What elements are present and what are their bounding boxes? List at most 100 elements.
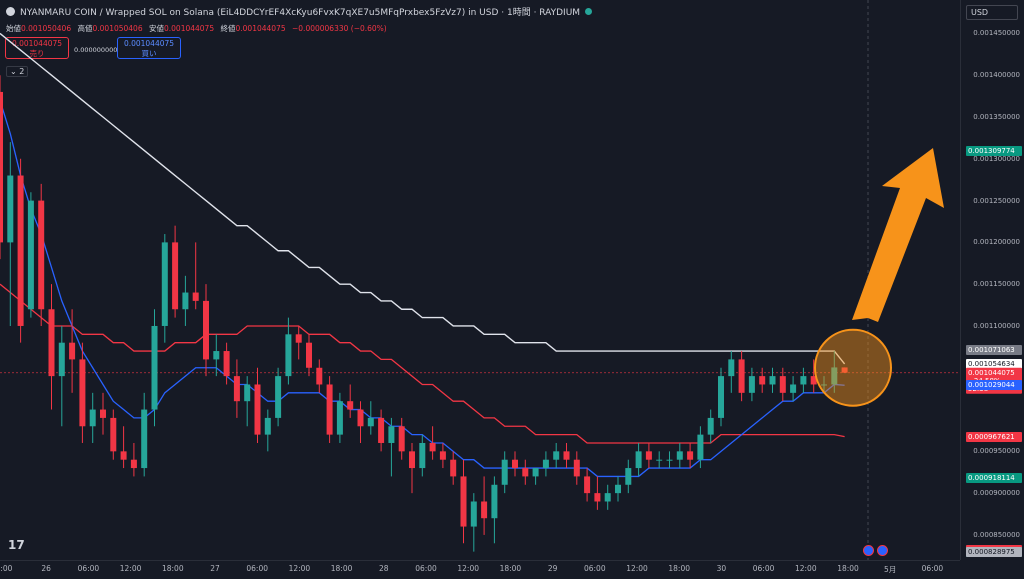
candle-body bbox=[563, 451, 570, 460]
candle-body bbox=[100, 409, 106, 418]
x-tick-label: 29 bbox=[547, 564, 558, 573]
candle-body bbox=[625, 468, 632, 485]
candle-body bbox=[800, 376, 807, 385]
candle-body bbox=[491, 484, 498, 519]
price-tag: 0.000967621 bbox=[966, 431, 1022, 442]
candle-body bbox=[347, 401, 354, 410]
candle-body bbox=[244, 384, 251, 402]
candle-body bbox=[635, 451, 642, 469]
candle-body bbox=[130, 459, 137, 469]
candle-body bbox=[0, 91, 3, 243]
price-chart[interactable] bbox=[0, 0, 960, 560]
spread-value: 0.000000000 bbox=[74, 46, 118, 54]
chart-title: NYANMARU COIN / Wrapped SOL on Solana (E… bbox=[6, 5, 593, 18]
buy-button[interactable]: 0.001044075 買い bbox=[117, 37, 181, 59]
sell-price: 0.001044075 bbox=[11, 39, 63, 48]
price-axis[interactable]: 0.001450000 0.001400000 0.001350000 0.00130… bbox=[960, 0, 1024, 560]
x-tick-label: 12:00 bbox=[457, 564, 479, 573]
candle-body bbox=[707, 417, 714, 435]
x-tick-label: 18:00 bbox=[499, 564, 522, 573]
x-tick-label: 26 bbox=[41, 564, 51, 573]
candle-body bbox=[429, 442, 436, 452]
candle-body bbox=[831, 367, 838, 385]
candle-body bbox=[264, 417, 271, 435]
candle-body bbox=[336, 401, 343, 435]
candle-body bbox=[254, 384, 261, 435]
candle-body bbox=[306, 342, 312, 368]
candle-body bbox=[687, 451, 694, 460]
candle-body bbox=[481, 501, 488, 519]
x-tick-label: 18:00 bbox=[330, 564, 353, 573]
candle-body bbox=[213, 351, 220, 360]
candle-body bbox=[584, 476, 591, 494]
ma-slow-line bbox=[0, 283, 845, 444]
tradingview-logo: 17 bbox=[8, 538, 25, 552]
market-open-icon bbox=[585, 8, 593, 15]
candle-body bbox=[656, 459, 663, 461]
candle-body bbox=[275, 376, 282, 418]
high-label: 高値 bbox=[77, 24, 93, 33]
candle-body bbox=[645, 451, 652, 460]
candle-body bbox=[326, 384, 333, 435]
x-tick-label: 06:00 bbox=[246, 564, 268, 573]
open-label: 始値 bbox=[6, 24, 21, 33]
currency-select[interactable]: USD bbox=[966, 5, 1018, 20]
y-tick-label: 0.000950000 bbox=[973, 447, 1020, 456]
candle-body bbox=[542, 459, 549, 469]
event-flag-icon[interactable] bbox=[877, 545, 888, 556]
close-label: 終値 bbox=[220, 24, 236, 33]
x-tick-label: 27 bbox=[210, 564, 220, 573]
candle-body bbox=[810, 376, 817, 385]
time-axis[interactable]: 2:00 26 06:00 12:00 18:00 27 06:00 12:00 18:00 28… bbox=[0, 560, 960, 579]
candle-body bbox=[841, 367, 848, 373]
y-tick-label: 0.001400000 bbox=[973, 71, 1020, 80]
y-tick-label: 0.001300000 bbox=[973, 154, 1020, 163]
candle-body bbox=[821, 384, 827, 386]
x-tick-label: 06:00 bbox=[77, 564, 100, 573]
y-tick-label: 0.001450000 bbox=[973, 29, 1020, 38]
candle-body bbox=[172, 242, 179, 310]
event-flag-icon[interactable] bbox=[863, 545, 874, 556]
candle-body bbox=[367, 417, 374, 427]
candle-body bbox=[27, 200, 34, 310]
ohlc-legend: 始値0.001050406 高値0.001050406 安値0.00104407… bbox=[6, 23, 391, 34]
x-tick-label: 06:00 bbox=[415, 564, 437, 573]
candle-body bbox=[192, 292, 199, 301]
candle-body bbox=[697, 434, 704, 460]
candle-body bbox=[378, 417, 385, 443]
y-tick-label: 0.001200000 bbox=[973, 238, 1020, 247]
x-tick-label: 18:00 bbox=[161, 564, 184, 573]
candle-body bbox=[718, 376, 724, 418]
close-value: 0.001044075 bbox=[235, 24, 286, 33]
open-value: 0.001050406 bbox=[21, 24, 72, 33]
candle-body bbox=[594, 493, 601, 502]
candle-body bbox=[759, 376, 766, 385]
x-tick-label: 12:00 bbox=[119, 564, 142, 573]
candle-body bbox=[573, 459, 580, 477]
y-tick-label: 0.000850000 bbox=[973, 530, 1020, 539]
candle-body bbox=[79, 359, 86, 427]
candle-body bbox=[388, 426, 395, 443]
x-tick-label: 06:00 bbox=[921, 564, 944, 573]
candle-body bbox=[120, 451, 127, 460]
x-tick-label: 28 bbox=[379, 564, 389, 573]
candle-body bbox=[69, 342, 76, 360]
sell-button[interactable]: 0.001044075 売り bbox=[5, 37, 69, 59]
buy-label: 買い bbox=[141, 49, 157, 58]
indicator-collapse-button[interactable]: ⌄ 2 bbox=[6, 66, 29, 77]
candle-body bbox=[58, 342, 65, 377]
y-tick-label: 0.001350000 bbox=[973, 113, 1020, 121]
candle-body bbox=[203, 300, 209, 360]
candle-body bbox=[553, 451, 560, 460]
candle-body bbox=[738, 359, 745, 393]
candle-body bbox=[316, 367, 323, 385]
y-tick-label: 0.001100000 bbox=[973, 321, 1020, 330]
symbol-title[interactable]: NYANMARU COIN / Wrapped SOL on Solana (E… bbox=[20, 8, 581, 18]
candle-body bbox=[615, 484, 621, 494]
candle-body bbox=[110, 417, 117, 452]
candle-body bbox=[769, 376, 776, 385]
x-tick-label: 12:00 bbox=[288, 564, 311, 573]
candle-body bbox=[676, 451, 683, 460]
candle-body bbox=[17, 175, 24, 326]
x-tick-label: 06:00 bbox=[752, 564, 775, 573]
